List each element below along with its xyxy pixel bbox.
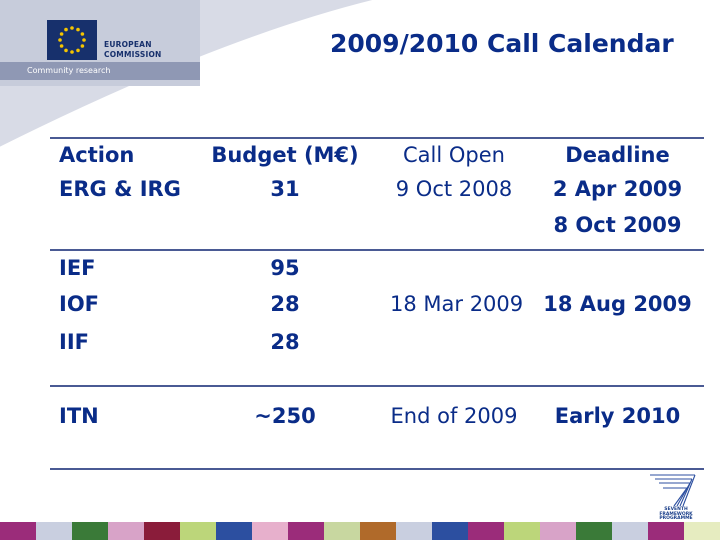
table-bottom-rule <box>50 468 704 470</box>
slide-title: 2009/2010 Call Calendar <box>330 29 674 58</box>
color-bar-segment <box>576 522 612 540</box>
row-itn-call-open: End of 2009 <box>390 404 518 428</box>
row-ief-action: IEF <box>59 256 96 280</box>
color-bar-segment <box>108 522 144 540</box>
row-iof-deadline: 18 Aug 2009 <box>543 292 692 316</box>
fp7-label-line1: SEVENTH FRAMEWORK <box>659 507 693 517</box>
fp7-label: SEVENTH FRAMEWORK PROGRAMME <box>647 507 705 522</box>
table-top-rule <box>50 137 704 139</box>
color-bar-segment <box>180 522 216 540</box>
row-erg-budget: 31 <box>270 177 300 201</box>
color-bar-segment <box>504 522 540 540</box>
color-bar-segment <box>396 522 432 540</box>
color-bar-segment <box>540 522 576 540</box>
row-iof-budget: 28 <box>270 292 300 316</box>
color-bar-segment <box>648 522 684 540</box>
table-rule <box>50 249 704 251</box>
row-itn-action: ITN <box>59 404 99 428</box>
color-bar-segment <box>144 522 180 540</box>
color-bar-segment <box>288 522 324 540</box>
row-erg-deadline-2: 8 Oct 2009 <box>553 213 682 237</box>
eu-flag-icon <box>47 20 97 60</box>
row-itn-budget: ~250 <box>254 404 316 428</box>
header-deadline: Deadline <box>565 143 670 167</box>
row-erg-call-open: 9 Oct 2008 <box>395 177 513 201</box>
fp7-logo-icon <box>650 474 696 507</box>
table-rule <box>50 385 704 387</box>
logo-text-european: EUROPEAN <box>104 40 152 49</box>
row-ief-budget: 95 <box>270 256 300 280</box>
color-bar-segment <box>612 522 648 540</box>
header-action: Action <box>59 143 135 167</box>
color-bar-segment <box>0 522 36 540</box>
color-bar-segment <box>684 522 720 540</box>
header-budget: Budget (M€) <box>211 143 359 167</box>
row-iof-action: IOF <box>59 292 100 316</box>
color-bar-segment <box>468 522 504 540</box>
color-bar-segment <box>216 522 252 540</box>
header-call-open: Call Open <box>403 143 505 167</box>
color-bar-segment <box>360 522 396 540</box>
color-bar-segment <box>432 522 468 540</box>
color-bar-segment <box>252 522 288 540</box>
color-bar-segment <box>36 522 72 540</box>
row-itn-deadline: Early 2010 <box>554 404 681 428</box>
logo-subtitle: Community research <box>27 66 111 75</box>
color-bar-segment <box>72 522 108 540</box>
row-iof-call-open: 18 Mar 2009 <box>390 292 524 316</box>
row-erg-deadline-1: 2 Apr 2009 <box>552 177 683 201</box>
color-bar-segment <box>324 522 360 540</box>
bottom-color-bar <box>0 522 720 540</box>
fp7-label-line2: PROGRAMME <box>659 516 693 522</box>
row-erg-action: ERG & IRG <box>59 177 181 201</box>
european-commission-logo: EUROPEAN COMMISSION Community research <box>0 0 200 90</box>
row-iif-action: IIF <box>59 330 89 354</box>
row-iif-budget: 28 <box>270 330 300 354</box>
logo-text-commission: COMMISSION <box>104 50 162 59</box>
